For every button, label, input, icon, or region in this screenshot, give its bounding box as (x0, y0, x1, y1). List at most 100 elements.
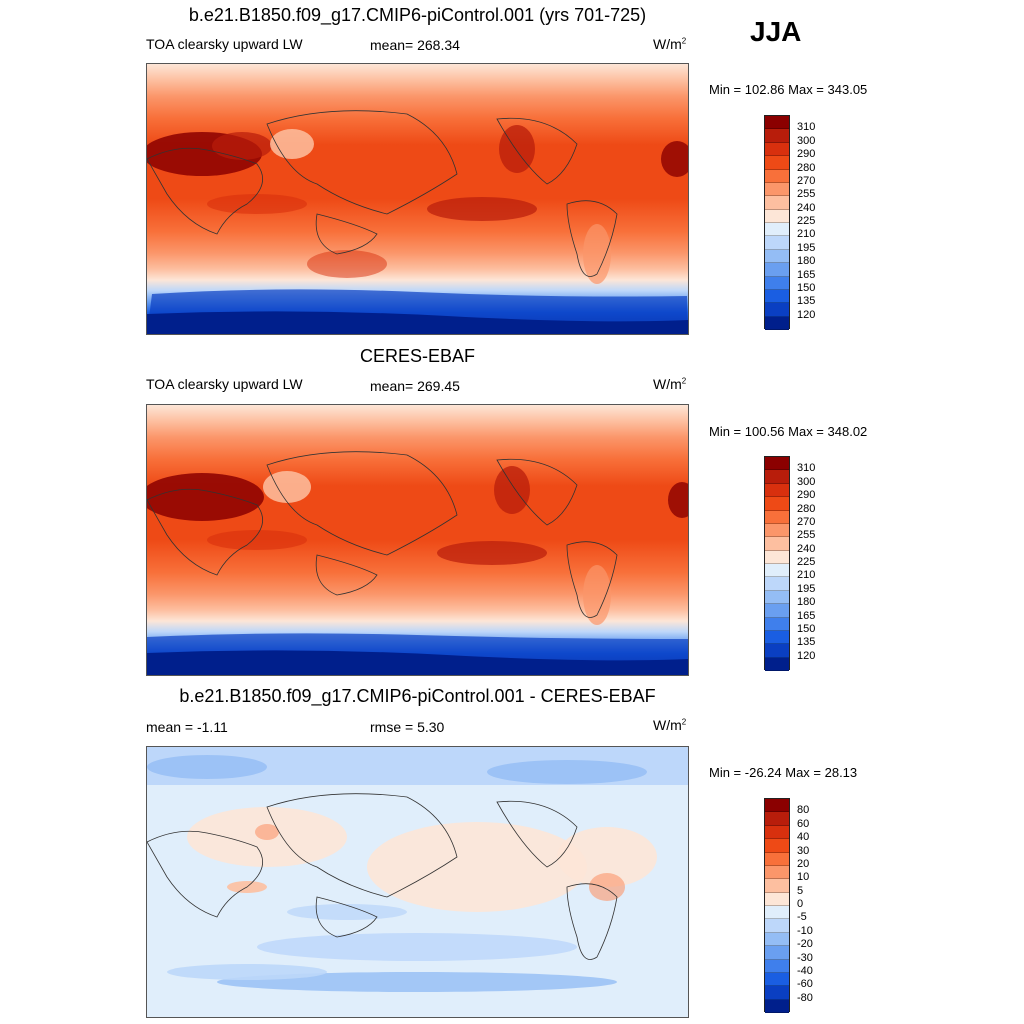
panel-3-mean-label: mean = -1.11 (146, 719, 228, 735)
panel-1-colorbar-tick-label: 195 (797, 241, 816, 254)
panel-1-colorbar-swatch (765, 316, 789, 330)
panel-1-variable-label: TOA clearsky upward LW (146, 36, 303, 52)
panel-3-colorbar-swatch (765, 932, 789, 947)
panel-1-colorbar-swatch (765, 276, 789, 290)
panel-1-colorbar-swatch (765, 289, 789, 304)
panel-1-colorbar-tick-label: 165 (797, 268, 816, 281)
panel-1-colorbar-tick-label: 270 (797, 174, 816, 187)
panel-1-minmax: Min = 102.86 Max = 343.05 (709, 82, 868, 97)
panel-1-map (146, 63, 689, 335)
panel-3-colorbar-tick-label: -20 (797, 938, 813, 951)
panel-2-colorbar-swatch (765, 550, 789, 564)
panel-2-colorbar-tick-label: 310 (797, 462, 816, 475)
panel-1-colorbar-swatch (765, 129, 789, 143)
panel-1-mean-label: mean= 268.34 (370, 37, 460, 53)
panel-3-colorbar-swatch (765, 972, 789, 987)
panel-1-colorbar-tick-label: 225 (797, 215, 816, 227)
panel-2-colorbar-tick-label: 270 (797, 515, 816, 528)
season-label: JJA (750, 16, 802, 47)
panel-2-units: W/m2 (653, 376, 687, 392)
panel-2-colorbar-tick-label: 300 (797, 475, 816, 488)
panel-3-title: b.e21.B1850.f09_g17.CMIP6-piControl.001 … (179, 686, 656, 706)
panel-3-colorbar-swatch (765, 906, 789, 920)
panel-1-colorbar-tick-label: 135 (797, 295, 816, 308)
panel-3-colorbar-swatch (765, 986, 789, 1000)
panel-1-units: W/m2 (653, 36, 687, 52)
panel-3-colorbar-tick-label: 0 (797, 898, 804, 910)
panel-3-colorbar-tick-label: -5 (797, 911, 807, 924)
panel-3-units: W/m2 (653, 717, 687, 733)
panel-2-colorbar-swatch (765, 537, 789, 551)
panel-3-colorbar-tick-label: -60 (797, 978, 813, 991)
panel-1-colorbar-swatch (765, 249, 789, 264)
panel-2-map (146, 404, 689, 676)
panel-2-colorbar-tick-label: 290 (797, 489, 816, 502)
panel-1-colorbar-swatch (765, 303, 789, 317)
panel-2-colorbar-swatch (765, 510, 789, 524)
panel-3-colorbar-tick-label: 40 (797, 831, 810, 844)
panel-1-colorbar-swatch (765, 236, 789, 250)
panel-3-colorbar-swatch (765, 892, 789, 906)
panel-2-colorbar-swatch (765, 470, 789, 484)
panel-3-colorbar-tick-label: -10 (797, 924, 813, 937)
panel-2-minmax: Min = 100.56 Max = 348.02 (709, 424, 868, 439)
panel-2-colorbar-tick-label: 225 (797, 556, 816, 568)
panel-3-colorbar-swatch (765, 839, 789, 853)
panel-2-colorbar-tick-label: 120 (797, 649, 816, 662)
panel-2-mean-label: mean= 269.45 (370, 378, 460, 394)
panel-1-colorbar-swatch (765, 116, 789, 130)
panel-3-minmax: Min = -26.24 Max = 28.13 (709, 765, 858, 780)
panel-2-colorbar-swatch (765, 564, 789, 578)
panel-2-colorbar-swatch (765, 604, 789, 618)
panel-2-colorbar-swatch (765, 617, 789, 631)
panel-3-colorbar-tick-label: -40 (797, 964, 813, 977)
panel-1-heatmap (147, 64, 688, 334)
panel-3-map (146, 746, 689, 1018)
panel-1-colorbar (764, 115, 790, 330)
panel-1-colorbar-swatch (765, 182, 789, 197)
panel-3-colorbar-tick-label: -80 (797, 991, 813, 1004)
panel-2-colorbar-swatch (765, 644, 789, 658)
panel-1-colorbar-tick-label: 120 (797, 308, 816, 321)
panel-1-colorbar-tick-label: 180 (797, 255, 816, 268)
panel-3-colorbar-tick-label: 5 (797, 884, 804, 897)
panel-2-colorbar-tick-label: 135 (797, 636, 816, 649)
panel-2-colorbar (764, 456, 790, 671)
panel-2-colorbar-swatch (765, 497, 789, 511)
panel-2-colorbar-tick-label: 180 (797, 596, 816, 609)
panel-1-colorbar-tick-label: 310 (797, 121, 816, 134)
panel-3-colorbar-tick-label: 80 (797, 804, 810, 817)
panel-2-title: CERES-EBAF (359, 346, 476, 366)
panel-3-rmse-label: rmse = 5.30 (370, 719, 445, 735)
panel-3-colorbar-tick-label: 10 (797, 871, 810, 884)
panel-2-colorbar-tick-label: 280 (797, 502, 816, 515)
panel-3-colorbar-tick-label: -30 (797, 951, 813, 964)
panel-3-colorbar-swatch (765, 879, 789, 893)
panel-3-colorbar-swatch (765, 799, 789, 813)
panel-2-colorbar-swatch (765, 577, 789, 591)
panel-1-colorbar-swatch (765, 196, 789, 210)
panel-2-colorbar-tick-label: 165 (797, 609, 816, 622)
panel-2-colorbar-swatch (765, 590, 789, 605)
panel-1-title: b.e21.B1850.f09_g17.CMIP6-piControl.001 … (188, 5, 647, 25)
panel-3-colorbar (764, 798, 790, 1013)
panel-2-colorbar-swatch (765, 523, 789, 538)
panel-3-colorbar-swatch (765, 812, 789, 826)
panel-2-colorbar-tick-label: 240 (797, 542, 816, 555)
panel-2-colorbar-tick-label: 255 (797, 529, 816, 542)
panel-2-heatmap (147, 405, 688, 675)
panel-3-colorbar-swatch (765, 852, 789, 866)
panel-1-colorbar-swatch (765, 169, 789, 183)
panel-1-colorbar-tick-label: 210 (797, 228, 816, 241)
panel-3-colorbar-tick-label: 20 (797, 857, 810, 870)
panel-1-colorbar-swatch (765, 142, 789, 157)
panel-1-colorbar-swatch (765, 209, 789, 223)
panel-1-colorbar-tick-label: 150 (797, 281, 816, 294)
panel-2-variable-label: TOA clearsky upward LW (146, 376, 303, 392)
panel-1-colorbar-tick-label: 255 (797, 188, 816, 201)
panel-1-colorbar-swatch (765, 156, 789, 170)
panel-3-colorbar-swatch (765, 959, 789, 973)
panel-2-colorbar-tick-label: 150 (797, 622, 816, 635)
panel-3-colorbar-swatch (765, 946, 789, 960)
panel-1-colorbar-tick-label: 280 (797, 161, 816, 174)
